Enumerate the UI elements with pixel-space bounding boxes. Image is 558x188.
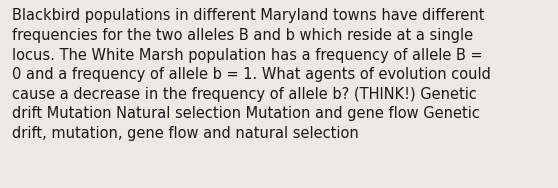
Text: Blackbird populations in different Maryland towns have different
frequencies for: Blackbird populations in different Maryl… <box>12 8 491 141</box>
